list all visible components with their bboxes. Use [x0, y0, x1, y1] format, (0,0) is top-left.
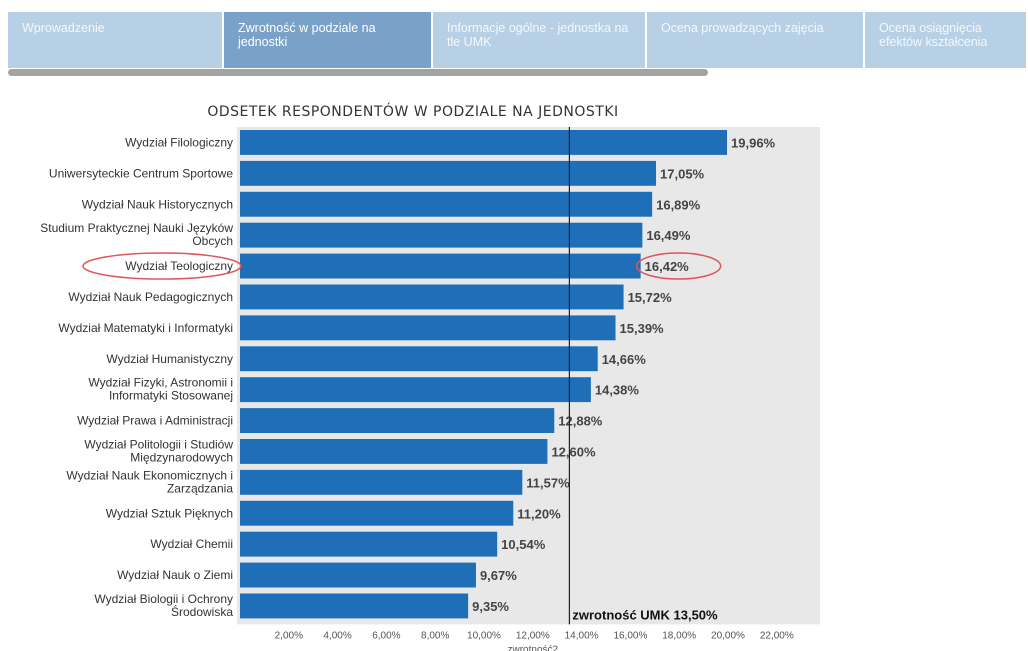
category-label: Wydział Chemii — [150, 537, 233, 551]
bar — [240, 377, 591, 403]
value-label: 15,39% — [620, 321, 665, 336]
x-axis-label: zwrotność2 — [508, 644, 559, 651]
x-tick-label: 18,00% — [662, 630, 696, 641]
value-label: 16,89% — [656, 197, 701, 212]
bar — [240, 593, 469, 619]
category-label: Wydział Matematyki i Informatyki — [58, 321, 233, 335]
value-label: 14,38% — [595, 383, 640, 398]
value-label: 16,42% — [645, 259, 690, 274]
category-label: Wydział Biologii i Ochrony Środowiska — [94, 592, 233, 619]
category-label: Wydział Fizyki, Astronomii i Informatyki … — [88, 376, 233, 403]
tab-wprowadzenie[interactable]: Wprowadzenie — [8, 12, 222, 68]
bar — [240, 500, 514, 526]
x-tick-label: 10,00% — [467, 630, 501, 641]
bar — [240, 469, 523, 495]
highlight-circle-label — [82, 252, 242, 280]
value-label: 9,35% — [472, 599, 509, 614]
bar — [240, 253, 641, 279]
reference-line-label: zwrotność UMK 13,50% — [572, 607, 718, 622]
x-tick-label: 2,00% — [275, 630, 303, 641]
highlight-circle-value — [635, 252, 722, 280]
category-label: Wydział Nauk Pedagogicznych — [68, 290, 233, 304]
category-label: Wydział Nauk Ekonomicznych i Zarządzania — [66, 468, 233, 495]
tab-informacje-ogolne[interactable]: Informacje ogólne - jednostka na tle UMK — [433, 12, 645, 68]
tab-bar: Wprowadzenie Zwrotność w podziale na jed… — [8, 12, 1028, 68]
value-label: 10,54% — [501, 537, 546, 552]
tab-scrollbar[interactable] — [8, 68, 1028, 78]
bar — [240, 222, 643, 248]
category-label: Wydział Politologii i Studiów Międzynarod… — [84, 437, 233, 464]
value-label: 16,49% — [646, 228, 691, 243]
bar — [240, 315, 616, 341]
category-label: Wydział Sztuk Pięknych — [106, 506, 233, 520]
chart-title: ODSETEK RESPONDENTÓW W PODZIALE NA JEDNO… — [207, 104, 619, 120]
bar — [240, 284, 624, 310]
category-label: Wydział Humanistyczny — [106, 352, 233, 366]
value-label: 11,20% — [517, 506, 561, 521]
tab-scrollbar-thumb[interactable] — [8, 69, 708, 76]
category-label: Uniwersyteckie Centrum Sportowe — [49, 166, 233, 180]
x-tick-label: 6,00% — [372, 630, 400, 641]
bar — [240, 408, 555, 433]
category-label: Wydział Prawa i Administracji — [77, 414, 233, 428]
x-tick-label: 20,00% — [711, 630, 745, 641]
value-label: 14,66% — [602, 352, 647, 367]
category-label: Wydział Filologiczny — [125, 135, 233, 149]
tab-zwrotnosc[interactable]: Zwrotność w podziale na jednostki — [224, 12, 431, 68]
value-label: 12,60% — [551, 444, 596, 459]
bar — [240, 191, 653, 217]
bar — [240, 531, 498, 557]
value-label: 17,05% — [660, 166, 705, 181]
bar — [240, 562, 476, 588]
x-tick-label: 12,00% — [516, 630, 550, 641]
category-label: Wydział Teologiczny — [125, 259, 233, 273]
x-tick-label: 14,00% — [565, 630, 599, 641]
value-label: 19,96% — [731, 135, 776, 150]
x-tick-label: 16,00% — [613, 630, 647, 641]
bar — [240, 346, 598, 372]
value-label: 11,57% — [526, 475, 570, 490]
value-label: 15,72% — [628, 290, 673, 305]
tab-ocena-efektow[interactable]: Ocena osiągnięcia efektów kształcenia — [865, 12, 1026, 68]
value-label: 12,88% — [558, 414, 603, 429]
category-label: Wydział Nauk Historycznych — [82, 197, 233, 211]
category-label: Wydział Nauk o Ziemi — [117, 568, 233, 582]
category-label: Studium Praktycznej Nauki Języków Obcych — [40, 221, 233, 248]
x-tick-label: 4,00% — [323, 630, 351, 641]
x-tick-label: 8,00% — [421, 630, 449, 641]
value-label: 9,67% — [480, 568, 517, 583]
x-tick-label: 22,00% — [760, 630, 794, 641]
tab-ocena-prowadzacych[interactable]: Ocena prowadzących zajęcia — [647, 12, 863, 68]
bar — [240, 130, 728, 155]
bar — [240, 160, 657, 186]
bar — [240, 439, 548, 464]
